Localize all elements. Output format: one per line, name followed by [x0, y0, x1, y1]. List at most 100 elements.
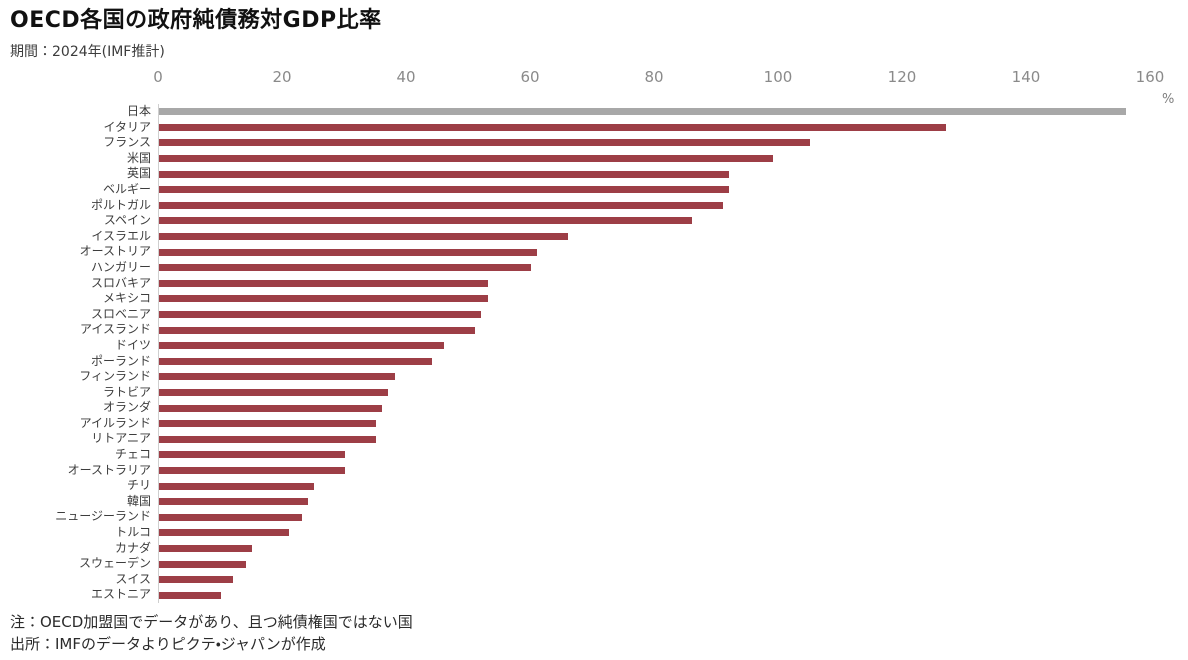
- bar-row: アイルランド: [80, 416, 1151, 432]
- x-tick-label: 40: [396, 68, 416, 86]
- chart-subtitle: 期間：2024年(IMF推計): [10, 44, 165, 60]
- bar: [159, 498, 308, 506]
- country-label: スペイン: [103, 213, 151, 228]
- bar: [159, 139, 810, 147]
- bar-row: エストニア: [91, 587, 1151, 603]
- x-tick-label: 80: [644, 68, 664, 86]
- country-label: チェコ: [114, 447, 151, 462]
- country-label: カナダ: [114, 540, 151, 555]
- bar-row: アイスランド: [80, 322, 1151, 338]
- country-label: 米国: [126, 150, 151, 165]
- bar: [159, 451, 345, 459]
- bar-rows: 日本 イタリア フランス 米国 英国 ベルギー ポルトガル スペイン イスラエル オーストリア ハン…: [55, 104, 1151, 603]
- bar: [159, 217, 693, 225]
- country-label: 日本: [126, 104, 151, 118]
- bar-row: 韓国: [127, 494, 1151, 510]
- bar-row: ドイツ: [115, 338, 1151, 354]
- bar: [159, 591, 221, 599]
- country-label: オーストリア: [79, 244, 151, 259]
- unit-label: %: [1162, 92, 1175, 107]
- country-label: フィンランド: [79, 369, 151, 384]
- bar: [159, 482, 314, 490]
- bar-row: リトアニア: [91, 431, 1151, 447]
- source-note: 出所：IMFのデータよりピクテ・ジャパンが作成: [10, 635, 326, 653]
- country-label: ニュージーランド: [55, 509, 151, 524]
- bar: [159, 373, 395, 381]
- bar-row: ポルトガル: [91, 198, 1151, 214]
- bar-row: オーストラリア: [68, 463, 1151, 479]
- bar: [159, 311, 482, 319]
- country-label: エストニア: [90, 587, 151, 602]
- bar: [159, 560, 246, 568]
- bar: [159, 466, 345, 474]
- footnote: 注：OECD加盟国でデータがあり、且つ純債権国ではない国: [10, 613, 413, 631]
- bar-row: 米国: [127, 151, 1151, 167]
- country-label: イスラエル: [91, 228, 151, 243]
- bar: [159, 529, 290, 537]
- country-label: ベルギー: [102, 181, 151, 196]
- country-label: 英国: [126, 166, 151, 181]
- bar-row: スペイン: [104, 213, 1151, 229]
- x-tick-label: 0: [153, 68, 163, 86]
- bar: [159, 186, 730, 194]
- x-tick-label: 100: [763, 68, 793, 86]
- bar: [159, 123, 947, 131]
- country-label: ドイツ: [114, 337, 151, 352]
- bar-row: ラトビア: [103, 385, 1151, 401]
- bar-row: 日本: [127, 104, 1151, 120]
- bar-highlight: [159, 108, 1127, 116]
- bar: [159, 357, 432, 365]
- bar-row: イタリア: [103, 120, 1151, 136]
- country-label: アイスランド: [79, 322, 151, 337]
- country-label: スロバキア: [90, 275, 151, 290]
- bar: [159, 404, 383, 412]
- bar: [159, 279, 488, 287]
- country-label: スイス: [115, 571, 151, 586]
- bar-row: イスラエル: [91, 229, 1151, 245]
- country-label: スウェーデン: [78, 556, 151, 571]
- bar: [159, 342, 445, 350]
- bar: [159, 435, 376, 443]
- bar-row: トルコ: [115, 525, 1151, 541]
- bar: [159, 326, 476, 334]
- bar-row: カナダ: [115, 541, 1151, 557]
- bar: [159, 420, 376, 428]
- bar: [159, 201, 724, 209]
- country-label: アイルランド: [79, 415, 151, 430]
- bar-row: ハンガリー: [91, 260, 1151, 276]
- country-label: トルコ: [115, 525, 151, 540]
- bar: [159, 295, 488, 303]
- bar: [159, 388, 389, 396]
- country-label: ポルトガル: [90, 197, 151, 212]
- bar: [159, 170, 730, 178]
- x-tick-label: 20: [272, 68, 292, 86]
- country-label: フランス: [103, 135, 151, 150]
- country-label: リトアニア: [91, 431, 151, 446]
- country-label: ポーランド: [90, 353, 151, 368]
- country-label: オーストラリア: [67, 462, 151, 477]
- bar-row: スロバキア: [91, 276, 1151, 292]
- bar: [159, 544, 252, 552]
- bar: [159, 264, 531, 272]
- bar: [159, 576, 234, 584]
- bar-row: ニュージーランド: [55, 509, 1151, 525]
- bar-row: スロベニア: [91, 307, 1151, 323]
- bar-row: フィンランド: [79, 369, 1151, 385]
- bar-row: ベルギー: [103, 182, 1151, 198]
- bar: [159, 248, 538, 256]
- x-axis-ticks: 0 20 40 60 80 100 120 140 160: [153, 68, 1164, 90]
- bar-row: オランダ: [103, 400, 1151, 416]
- bar-chart: 0 20 40 60 80 100 120 140 160 % 日本 イタリア フランス 米国 英国 ベル…: [10, 68, 1188, 603]
- bar-row: メキシコ: [103, 291, 1151, 307]
- bar-row: チリ: [127, 478, 1151, 494]
- x-tick-label: 160: [1135, 68, 1165, 86]
- bar-row: 英国: [127, 166, 1151, 182]
- bar-row: スウェーデン: [79, 556, 1151, 572]
- bar: [159, 155, 773, 163]
- bar: [159, 513, 302, 521]
- bar-row: オーストリア: [80, 244, 1151, 260]
- x-tick-label: 60: [520, 68, 540, 86]
- country-label: イタリア: [103, 119, 151, 134]
- country-label: 韓国: [126, 493, 151, 508]
- bar-row: スイス: [115, 572, 1151, 588]
